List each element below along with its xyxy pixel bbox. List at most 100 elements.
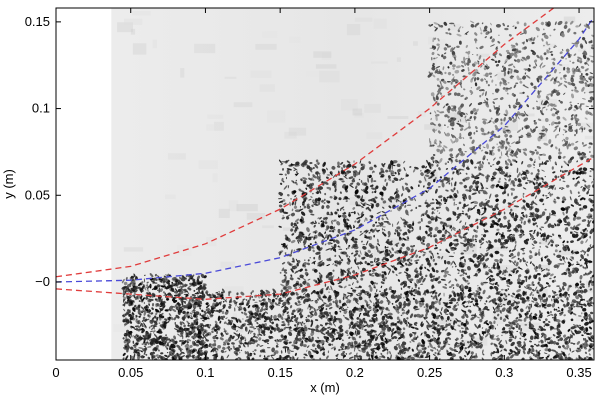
droplet [153, 337, 155, 340]
droplet [416, 347, 419, 351]
droplet [183, 300, 186, 305]
droplet [380, 352, 383, 355]
droplet [166, 284, 173, 288]
background-texture-blob [341, 99, 358, 111]
droplet [132, 348, 137, 351]
droplet [170, 287, 175, 293]
droplet [140, 350, 143, 353]
droplet [563, 337, 566, 342]
droplet [144, 274, 146, 276]
background-texture-blob [389, 238, 402, 247]
background-texture-blob [563, 16, 576, 23]
droplet [122, 352, 126, 357]
background-texture-blob [346, 24, 361, 36]
droplet [159, 318, 162, 321]
droplet [202, 324, 205, 328]
droplet [168, 305, 174, 311]
droplet [266, 346, 271, 349]
droplet [242, 318, 244, 320]
droplet [172, 308, 177, 312]
droplet [160, 312, 164, 316]
droplet [364, 328, 367, 332]
droplet [299, 309, 304, 314]
background-texture-blob [436, 39, 446, 50]
droplet [571, 350, 575, 353]
background-texture-blob [447, 112, 467, 123]
background-texture-blob [427, 36, 435, 45]
background-texture-blob [488, 184, 503, 188]
droplet [271, 347, 275, 353]
droplet [331, 343, 334, 346]
background-texture-blob [152, 39, 158, 49]
droplet [576, 341, 581, 345]
droplet [125, 276, 128, 281]
droplet [166, 317, 170, 321]
droplet [137, 326, 140, 328]
droplet [189, 353, 191, 357]
droplet [200, 327, 204, 332]
droplet [181, 300, 184, 304]
droplet [173, 294, 178, 297]
droplet [457, 342, 460, 345]
droplet [580, 305, 583, 309]
droplet [379, 355, 383, 358]
droplet [245, 299, 248, 301]
droplet [187, 301, 191, 305]
droplet [188, 284, 193, 288]
droplet [151, 326, 155, 331]
droplet [189, 317, 193, 320]
droplet [149, 298, 153, 301]
droplet [134, 286, 140, 290]
droplet [181, 341, 185, 345]
droplet [572, 342, 576, 345]
droplet [193, 301, 199, 306]
droplet [162, 291, 165, 294]
background-texture-blob [165, 194, 176, 200]
droplet [336, 331, 342, 335]
droplet [191, 354, 195, 358]
droplet [557, 339, 560, 342]
droplet [195, 343, 200, 347]
droplet [158, 322, 161, 324]
droplet [127, 344, 130, 349]
droplet [499, 316, 503, 320]
droplet [160, 336, 165, 342]
droplet [150, 324, 154, 328]
droplet [449, 319, 452, 322]
droplet [191, 299, 195, 303]
droplet [307, 339, 313, 343]
droplet [198, 288, 201, 294]
background-texture-blob [255, 43, 277, 50]
droplet [205, 291, 209, 295]
background-texture-blob [288, 127, 307, 136]
droplet [206, 314, 210, 320]
background-texture-blob [132, 11, 151, 16]
droplet [183, 305, 188, 309]
droplet [206, 325, 211, 329]
droplet [134, 304, 137, 307]
droplet [304, 268, 307, 271]
droplet [184, 331, 187, 333]
droplet [166, 344, 169, 347]
background-texture-blob [206, 237, 217, 247]
background-texture-blob [224, 286, 244, 297]
background-texture-blob [124, 18, 143, 25]
background-texture-blob [396, 57, 401, 62]
background-texture-blob [371, 61, 388, 64]
droplet [387, 299, 390, 302]
droplet [140, 306, 145, 311]
droplet [177, 311, 183, 314]
background-texture-blob [538, 264, 550, 271]
droplet [557, 296, 560, 300]
droplet [389, 350, 392, 355]
droplet [421, 301, 425, 306]
droplet [563, 346, 567, 350]
droplet [144, 318, 148, 322]
droplet [126, 338, 131, 344]
droplet [200, 296, 204, 299]
droplet [491, 351, 493, 354]
droplet [432, 353, 436, 357]
droplet [187, 307, 192, 309]
background-texture-blob [214, 121, 224, 131]
